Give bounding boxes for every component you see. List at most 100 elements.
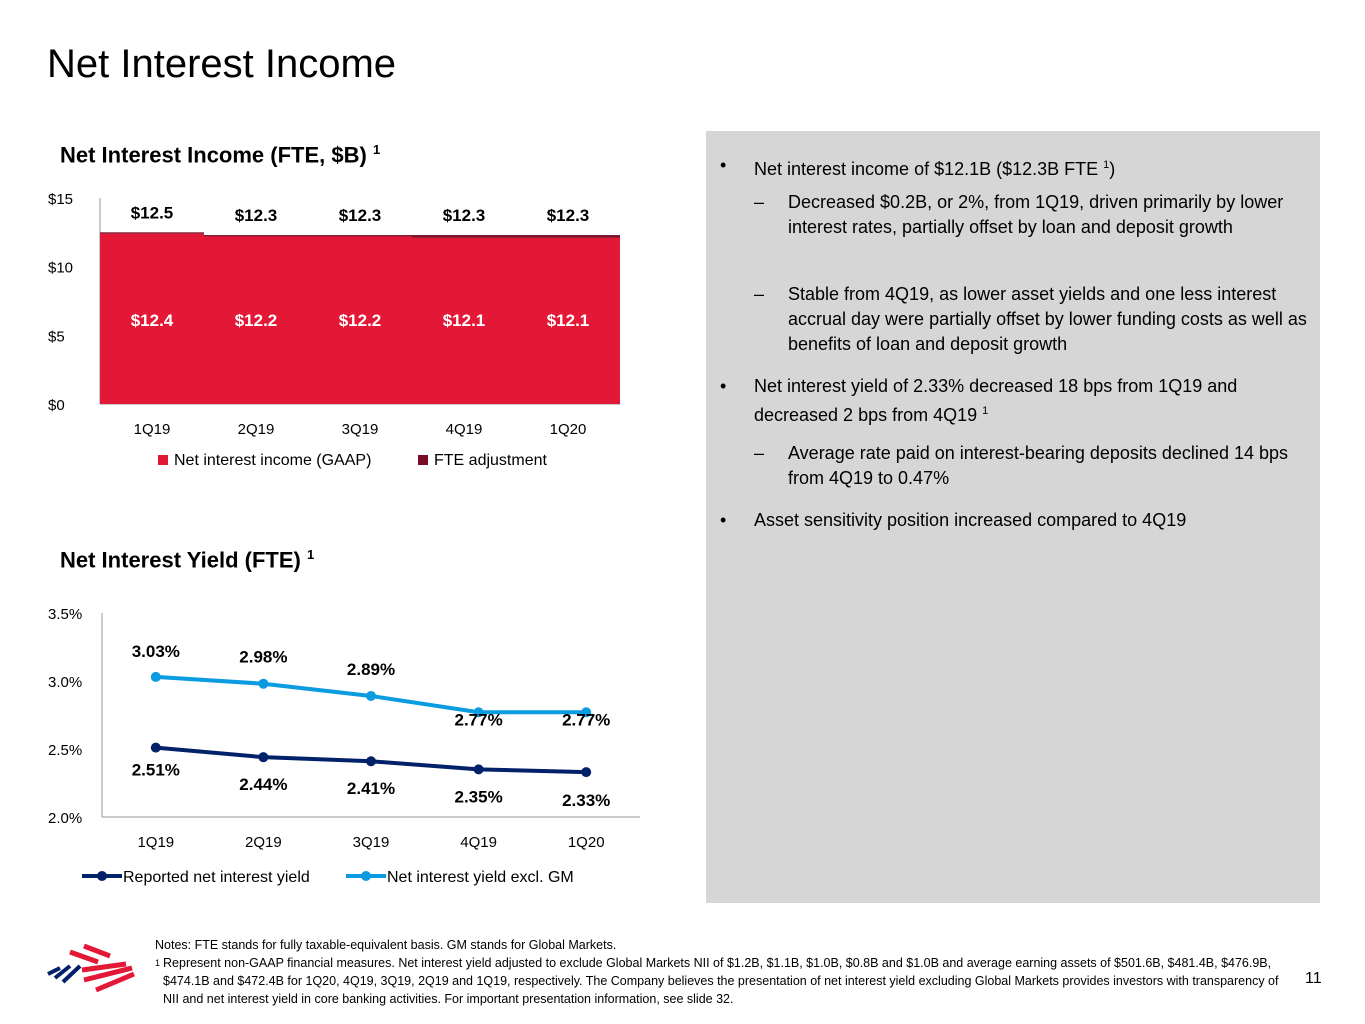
- data-point: [366, 690, 376, 701]
- bullet-text: Stable from 4Q19, as lower asset yields …: [788, 284, 1307, 354]
- x-tick-label: 4Q19: [446, 421, 483, 438]
- bar-total-label: $12.3: [547, 206, 590, 225]
- legend-marker: [361, 871, 371, 881]
- y-tick-label: $5: [48, 328, 65, 345]
- bullet-nii: • Net interest income of $12.1B ($12.3B F…: [720, 153, 1294, 182]
- subbullet-4q19: – Stable from 4Q19, as lower asset yields…: [754, 282, 1308, 357]
- data-point: [150, 742, 161, 753]
- page-title: Net Interest Income: [47, 42, 397, 86]
- bar-value-label: $12.2: [235, 311, 278, 330]
- legend-label: Reported net interest yield: [123, 869, 310, 886]
- bar-total-label: $12.5: [131, 203, 174, 222]
- x-tick-label: 1Q20: [568, 834, 605, 851]
- bullet-text: Average rate paid on interest-bearing de…: [788, 443, 1289, 488]
- data-label: 2.44%: [239, 775, 287, 794]
- data-point: [150, 671, 161, 682]
- subbullet-deposits: – Average rate paid on interest-bearing d…: [754, 441, 1289, 491]
- x-tick-label: 4Q19: [460, 834, 497, 851]
- bullet-dash: –: [754, 192, 765, 212]
- bar-fte: [308, 235, 412, 237]
- bar-value-label: $12.1: [443, 311, 486, 330]
- x-tick-label: 1Q19: [134, 421, 171, 438]
- data-label: 2.77%: [454, 710, 502, 729]
- footnote-text: Represent non-GAAP financial measures. N…: [163, 956, 1279, 1006]
- x-tick-label: 1Q20: [550, 421, 587, 438]
- nii-chart-title-text: Net Interest Income (FTE, $B): [60, 142, 367, 168]
- bullet-text: Net interest yield of 2.33% decreased 18…: [754, 376, 1238, 425]
- x-tick-label: 2Q19: [238, 421, 275, 438]
- bar-gaap: [308, 236, 412, 404]
- bar-gaap: [412, 237, 516, 404]
- x-tick-label: 3Q19: [342, 421, 379, 438]
- bullet-dot: •: [720, 155, 727, 175]
- data-point: [581, 767, 592, 778]
- bar-gaap: [204, 236, 308, 404]
- data-label: 3.03%: [132, 642, 180, 661]
- bar-gaap: [516, 237, 620, 404]
- nii-chart-title: Net Interest Income (FTE, $B) 1: [60, 142, 380, 168]
- data-point: [473, 707, 484, 718]
- data-label: 2.33%: [562, 791, 610, 810]
- bar-fte: [516, 235, 620, 238]
- x-tick-label: 3Q19: [353, 834, 390, 851]
- nii-bar-chart: $0 $5 $10 $15 $12.4 $12.5 1Q19 $12.2 $12.3 2Q19 $1…: [48, 191, 620, 469]
- y-tick-label: 3.5%: [48, 606, 82, 623]
- y-tick-label: 2.5%: [48, 742, 82, 759]
- y-tick-label: 2.0%: [48, 810, 82, 827]
- footnote-mark: 1: [372, 142, 381, 157]
- bullet-dash: –: [754, 443, 765, 463]
- commentary-panel: • Net interest income of $12.1B ($12.3B F…: [706, 131, 1320, 903]
- yield-line-chart: 2.0% 2.5% 3.0% 3.5% 1Q19 2Q19 3Q19 4Q19 1Q20 2.51…: [48, 606, 640, 886]
- legend-swatch: [158, 455, 168, 465]
- legend-label: FTE adjustment: [434, 452, 547, 469]
- footnote-mark: 1: [1103, 159, 1110, 171]
- x-tick-label: 2Q19: [245, 834, 282, 851]
- yield-chart-title-text: Net Interest Yield (FTE): [60, 547, 301, 573]
- bullet-text-end: ): [1109, 159, 1116, 179]
- bullet-yield: • Net interest yield of 2.33% decreased 1…: [720, 374, 1284, 428]
- footnote-1: 1 Represent non-GAAP financial measures. …: [155, 954, 1295, 1008]
- bullet-dash: –: [754, 284, 765, 304]
- data-label: 2.35%: [454, 787, 502, 806]
- bar-total-label: $12.3: [235, 206, 278, 225]
- bar-fte: [100, 232, 204, 234]
- bullet-dot: •: [720, 376, 727, 396]
- bullet-text: Decreased $0.2B, or 2%, from 1Q19, drive…: [788, 192, 1284, 237]
- bar-value-label: $12.4: [131, 311, 174, 330]
- legend-label: Net interest yield excl. GM: [387, 869, 574, 886]
- footnote-mark: 1: [982, 405, 989, 417]
- legend-swatch: [418, 455, 428, 465]
- y-tick-label: $10: [48, 260, 73, 277]
- bullet-text: Asset sensitivity position increased com…: [754, 510, 1187, 530]
- data-label: 2.98%: [239, 648, 287, 667]
- y-tick-label: $0: [48, 397, 65, 414]
- notes-line: Notes: FTE stands for fully taxable-equi…: [155, 938, 617, 952]
- data-label: 2.41%: [347, 779, 395, 798]
- bar-fte: [412, 235, 516, 238]
- bullet-dot: •: [720, 510, 727, 530]
- data-label: 2.89%: [347, 660, 395, 679]
- y-tick-label: 3.0%: [48, 674, 82, 691]
- footnotes: Notes: FTE stands for fully taxable-equi…: [155, 936, 1295, 1008]
- bullet-asset-sensitivity: • Asset sensitivity position increased co…: [720, 508, 1284, 533]
- data-point: [473, 764, 484, 775]
- x-tick-label: 1Q19: [137, 834, 174, 851]
- bar-gaap: [100, 233, 204, 404]
- footnote-mark: 1: [306, 547, 315, 562]
- bank-logo: [47, 944, 135, 993]
- data-point: [258, 678, 269, 689]
- data-point: [258, 752, 269, 763]
- bar-fte: [204, 235, 308, 237]
- bar-value-label: $12.1: [547, 311, 590, 330]
- legend-label: Net interest income (GAAP): [174, 452, 371, 469]
- legend-marker: [97, 871, 107, 881]
- y-tick-label: $15: [48, 191, 73, 208]
- bar-total-label: $12.3: [443, 206, 486, 225]
- data-label: 2.77%: [562, 710, 610, 729]
- bullet-text: Net interest income of $12.1B ($12.3B FT…: [754, 159, 1104, 179]
- footnote-mark: 1: [155, 958, 161, 968]
- data-point: [366, 756, 376, 767]
- bar-total-label: $12.3: [339, 206, 382, 225]
- bar-value-label: $12.2: [339, 311, 382, 330]
- data-label: 2.51%: [132, 761, 180, 780]
